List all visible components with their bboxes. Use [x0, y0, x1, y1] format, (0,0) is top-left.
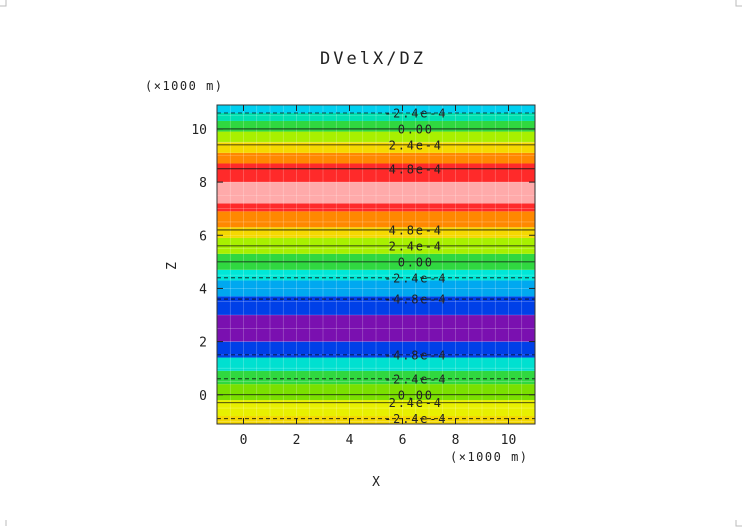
contour-label-11: 2.4e-4	[389, 138, 443, 152]
band-17	[217, 152, 535, 164]
y-tick-label: 2	[199, 336, 207, 351]
band-21	[217, 112, 535, 121]
corner-marks	[0, 0, 742, 527]
y-unit-label: (×1000 m)	[145, 79, 224, 93]
band-0	[217, 416, 535, 424]
x-unit-label: (×1000 m)	[450, 450, 529, 464]
band-1	[217, 400, 535, 417]
contour-label-3: -2.4e-4	[384, 372, 447, 386]
y-axis-label: Z	[165, 262, 180, 270]
x-axis-ticks: 0 2 4 6 8 10	[240, 105, 517, 448]
x-tick-label: 0	[240, 433, 248, 448]
band-2	[217, 384, 535, 401]
x-tick-label: 2	[293, 433, 301, 448]
contour-label-6: -2.4e-4	[384, 271, 447, 285]
band-5	[217, 341, 535, 358]
contour-label-1: 2.4e-4	[389, 396, 443, 410]
band-13	[217, 211, 535, 228]
band-3	[217, 370, 535, 385]
contour-label-7: 0.00	[398, 255, 434, 269]
contour-label-9: 4.8e-4	[389, 223, 443, 237]
contour-label-4: -4.8e-4	[384, 348, 447, 362]
y-tick-label: 4	[199, 282, 207, 297]
band-6	[217, 315, 535, 342]
contour-label-10: 4.8e-4	[389, 162, 443, 176]
band-7	[217, 296, 535, 316]
band-18	[217, 142, 535, 153]
band-15	[217, 182, 535, 204]
y-tick-label: 8	[199, 176, 207, 191]
band-4	[217, 357, 535, 371]
plot-frame	[216, 104, 536, 425]
contour-label-12: 0.00	[398, 122, 434, 136]
band-12	[217, 227, 535, 238]
contour-label-2: 0.00	[398, 388, 434, 402]
x-tick-label: 8	[452, 433, 460, 448]
heatmap-bands	[217, 105, 535, 424]
contour-label-5: -4.8e-4	[384, 293, 447, 307]
x-tick-label: 4	[346, 433, 354, 448]
band-19	[217, 131, 535, 143]
band-8	[217, 280, 535, 297]
y-tick-label: 6	[199, 229, 207, 244]
x-tick-label: 10	[501, 433, 517, 448]
band-14	[217, 203, 535, 212]
chart-title: DVelX/DZ	[320, 49, 426, 69]
contour-lines: -2.4e-42.4e-40.00-2.4e-4-4.8e-4-4.8e-4-2…	[217, 106, 535, 426]
band-16	[217, 163, 535, 183]
band-20	[217, 120, 535, 132]
contour-label-8: 2.4e-4	[389, 239, 443, 253]
x-axis-label: X	[372, 475, 380, 490]
y-tick-label: 0	[199, 389, 207, 404]
contour-label-13: -2.4e-4	[384, 106, 447, 120]
band-22	[217, 105, 535, 113]
y-axis-ticks: 0 2 4 6 8 10	[191, 123, 535, 404]
y-tick-label: 10	[191, 123, 207, 138]
x-tick-label: 6	[399, 433, 407, 448]
band-9	[217, 269, 535, 281]
contour-label-0: -2.4e-4	[384, 412, 447, 426]
